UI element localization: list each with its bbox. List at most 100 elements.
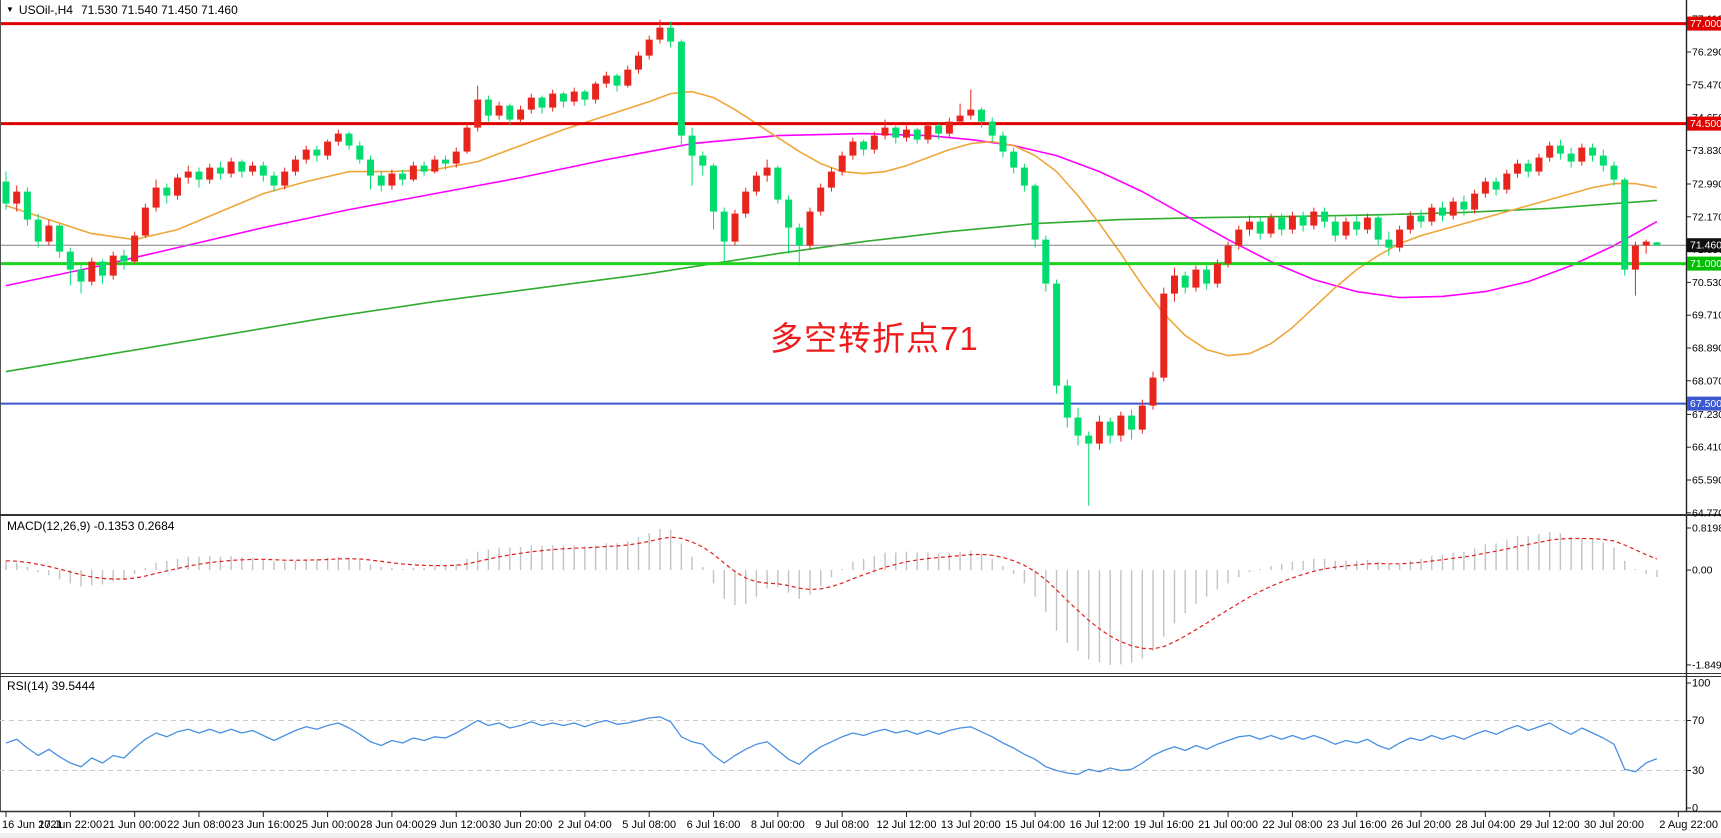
candle-body xyxy=(1353,221,1361,230)
time-label[interactable]: 2 Aug 22:00 xyxy=(1659,819,1718,831)
time-label[interactable]: 2 Jul 04:00 xyxy=(558,819,612,831)
time-label[interactable]: 30 Jun 20:00 xyxy=(489,819,553,831)
rsi-tick-label: 70 xyxy=(1692,715,1704,727)
candle-body xyxy=(1428,207,1436,222)
candle-body xyxy=(849,141,857,156)
candle-body xyxy=(1085,435,1093,444)
candle-body xyxy=(1492,181,1500,190)
candle-body xyxy=(1417,215,1425,222)
time-label[interactable]: 13 Jul 20:00 xyxy=(941,819,1001,831)
time-label[interactable]: 26 Jul 20:00 xyxy=(1391,819,1451,831)
candle-body xyxy=(45,225,53,242)
time-label[interactable]: 21 Jul 00:00 xyxy=(1198,819,1258,831)
candle-body xyxy=(1042,239,1050,284)
time-label[interactable]: 5 Jul 08:00 xyxy=(622,819,676,831)
candle-body xyxy=(409,165,417,180)
time-label[interactable]: 23 Jun 16:00 xyxy=(231,819,295,831)
candle-body xyxy=(527,97,535,110)
time-label[interactable]: 16 Jul 12:00 xyxy=(1069,819,1129,831)
candle-body xyxy=(1192,269,1200,288)
price-badge-71.000 xyxy=(1687,256,1721,271)
price-badge-label: 67.500 xyxy=(1690,398,1721,410)
time-label[interactable]: 29 Jul 12:00 xyxy=(1520,819,1580,831)
candle-body xyxy=(152,187,160,208)
symbol-dropdown-icon[interactable]: ▼ xyxy=(6,5,14,14)
time-label[interactable]: 29 Jun 12:00 xyxy=(424,819,488,831)
candle-body xyxy=(656,27,664,40)
macd-histogram xyxy=(5,529,1658,665)
time-label[interactable]: 16 Jun 2021 xyxy=(2,819,63,831)
price-badge-label: 71.460 xyxy=(1690,240,1721,252)
candle-body xyxy=(356,145,364,160)
candle-body xyxy=(988,121,996,136)
candle-body xyxy=(967,109,975,116)
annotation-text: 多空转折点71 xyxy=(770,320,979,357)
candle-body xyxy=(956,115,964,122)
candle-body xyxy=(206,167,214,180)
price-tick-label: 67.230 xyxy=(1692,409,1721,421)
time-label[interactable]: 21 Jun 00:00 xyxy=(103,819,167,831)
candle-body xyxy=(56,225,64,252)
rsi-indicator-label: RSI(14) 39.5444 xyxy=(7,679,96,693)
time-label[interactable]: 15 Jul 04:00 xyxy=(1005,819,1065,831)
candle-body xyxy=(667,27,675,42)
candle-body xyxy=(1599,155,1607,166)
candle-body xyxy=(1288,215,1296,230)
macd-indicator-label: MACD(12,26,9) -0.1353 0.2684 xyxy=(7,519,175,533)
time-label[interactable]: 22 Jun 08:00 xyxy=(167,819,231,831)
candle-body xyxy=(1342,221,1350,236)
candle-body xyxy=(281,171,289,186)
candle-body xyxy=(1589,147,1597,156)
time-label[interactable]: 17 Jun 22:00 xyxy=(39,819,103,831)
price-tick-label: 69.710 xyxy=(1692,310,1721,322)
candle-body xyxy=(1653,242,1661,246)
ma-slow-green xyxy=(5,199,1657,373)
time-label[interactable]: 25 Jun 00:00 xyxy=(296,819,360,831)
candle-body xyxy=(806,211,814,246)
price-tick-label: 70.530 xyxy=(1692,277,1721,289)
candle-body xyxy=(34,219,42,242)
candle-body xyxy=(1246,221,1253,230)
candle-body xyxy=(1310,211,1318,226)
candle-body xyxy=(860,141,868,150)
window-bottom-strip xyxy=(0,833,1721,838)
time-label[interactable]: 9 Jul 08:00 xyxy=(815,819,869,831)
time-label[interactable]: 6 Jul 16:00 xyxy=(687,819,741,831)
time-label[interactable]: 8 Jul 00:00 xyxy=(751,819,805,831)
candle-body xyxy=(474,99,482,128)
candle-body xyxy=(688,135,696,156)
candle-body xyxy=(699,155,707,166)
candle-body xyxy=(1213,263,1221,284)
time-label[interactable]: 23 Jul 16:00 xyxy=(1327,819,1387,831)
time-label[interactable]: 22 Jul 08:00 xyxy=(1262,819,1322,831)
candle-body xyxy=(538,97,546,108)
candle-body xyxy=(291,159,299,172)
candle-body xyxy=(1524,163,1532,172)
candle-body xyxy=(141,207,149,236)
candle-body xyxy=(249,165,257,172)
time-label[interactable]: 19 Jul 16:00 xyxy=(1134,819,1194,831)
candle-body xyxy=(677,41,685,136)
candle-body xyxy=(420,165,428,172)
time-label[interactable]: 28 Jul 04:00 xyxy=(1455,819,1515,831)
candle-body xyxy=(795,227,803,246)
candle-body xyxy=(1160,293,1168,378)
candle-body xyxy=(1449,201,1457,216)
ohlc-values: 71.530 71.540 71.450 71.460 xyxy=(80,3,238,17)
price-badge-67.500 xyxy=(1687,396,1721,411)
candle-body xyxy=(1106,421,1114,436)
candle-body xyxy=(870,135,878,150)
time-label[interactable]: 30 Jul 20:00 xyxy=(1584,819,1644,831)
candle-body xyxy=(442,159,449,164)
candle-body xyxy=(259,165,267,176)
time-label[interactable]: 12 Jul 12:00 xyxy=(877,819,937,831)
macd-signal-line xyxy=(5,536,1658,650)
candle-body xyxy=(1471,193,1479,210)
candle-body xyxy=(270,175,278,186)
time-label[interactable]: 28 Jun 04:00 xyxy=(360,819,424,831)
candle-body xyxy=(367,159,374,176)
candle-body xyxy=(731,213,739,242)
candle-body xyxy=(720,211,728,242)
candle-body xyxy=(399,173,407,180)
